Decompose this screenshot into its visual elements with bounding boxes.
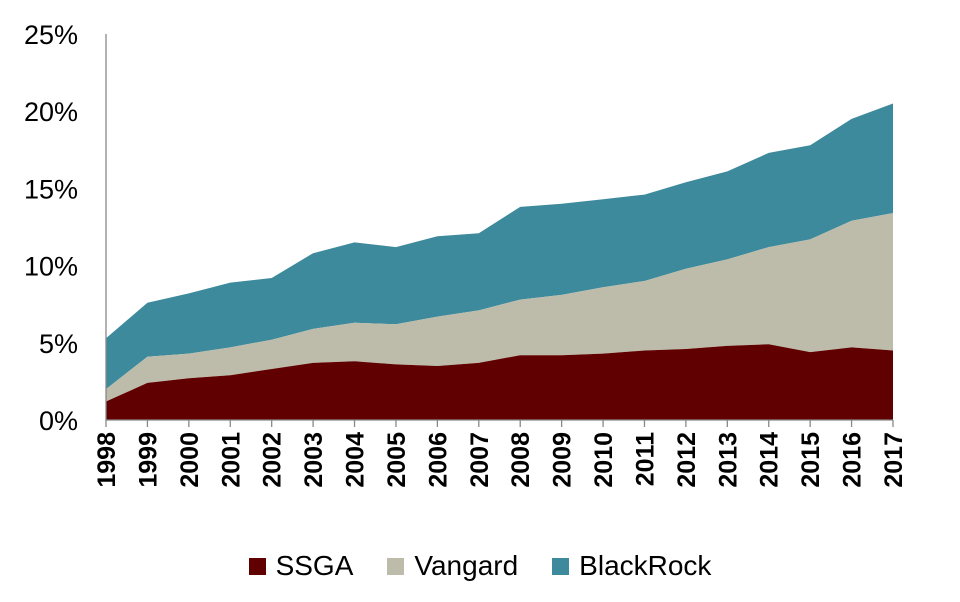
x-tick-label: 2012 — [673, 432, 701, 488]
legend: SSGA Vangard BlackRock — [0, 550, 960, 582]
x-tick-label: 2003 — [300, 432, 328, 488]
axes-group — [105, 34, 893, 421]
x-tick-label: 1998 — [93, 432, 121, 488]
legend-item-vangard: Vangard — [387, 550, 518, 582]
y-tick-label: 0% — [39, 406, 78, 436]
x-tick-label: 2015 — [797, 432, 825, 488]
legend-swatch-blackrock — [552, 557, 570, 575]
area-blackrock — [106, 103, 893, 390]
x-tick-label: 2014 — [756, 432, 784, 488]
x-tick-label: 2016 — [839, 432, 867, 488]
area-series-group — [106, 103, 893, 420]
y-tick-label: 15% — [24, 174, 78, 204]
x-tick-label: 2011 — [631, 432, 659, 486]
x-tick-label: 2013 — [714, 432, 742, 488]
y-tick-label: 5% — [39, 329, 78, 359]
x-tick-label: 2009 — [549, 432, 577, 488]
x-tick-label: 2000 — [176, 432, 204, 488]
x-tick-label: 2010 — [590, 432, 618, 488]
x-tick-label: 2006 — [424, 432, 452, 488]
x-tick-label: 2007 — [466, 432, 494, 488]
x-tick-label: 2008 — [507, 432, 535, 488]
stacked-area-chart: 0% 5% 10% 15% 20% 25% 1998 1999 2000 2001 2002 200… — [24, 20, 908, 488]
legend-item-ssga: SSGA — [248, 550, 354, 582]
x-tick-label: 2002 — [259, 432, 287, 488]
legend-label-blackrock: BlackRock — [579, 550, 712, 581]
legend-swatch-vangard — [387, 557, 405, 575]
y-tick-labels: 0% 5% 10% 15% 20% 25% — [24, 20, 78, 436]
x-tick-label: 2005 — [383, 432, 411, 488]
x-tick-label: 2004 — [342, 432, 370, 488]
x-tick-labels: 1998 1999 2000 2001 2002 2003 2004 2005 2006 2007… — [93, 420, 908, 488]
area-vangard — [106, 213, 893, 402]
x-tick-label: 2017 — [880, 432, 908, 488]
legend-label-vangard: Vangard — [414, 550, 519, 581]
legend-item-blackrock: BlackRock — [552, 550, 711, 582]
y-tick-label: 20% — [24, 97, 78, 127]
x-tick-label: 1999 — [134, 432, 162, 488]
area-ssga — [106, 344, 893, 420]
y-tick-label: 25% — [24, 20, 78, 50]
y-tick-label: 10% — [24, 252, 78, 282]
legend-swatch-ssga — [248, 557, 266, 575]
x-tick-label: 2001 — [217, 432, 245, 488]
legend-label-ssga: SSGA — [275, 550, 354, 581]
